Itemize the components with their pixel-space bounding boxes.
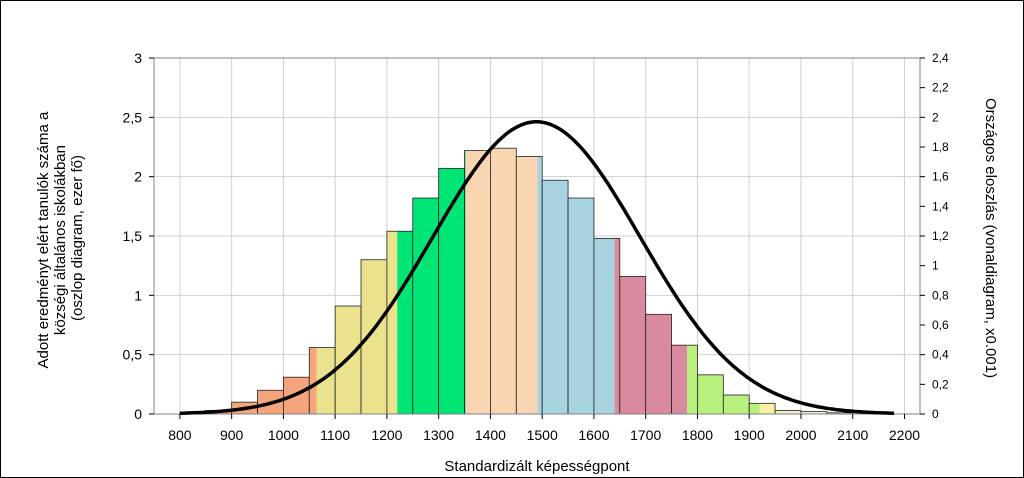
x-tick-label: 1600 — [578, 427, 609, 443]
right-tick-label: 1,8 — [932, 140, 949, 154]
bar — [386, 230, 414, 415]
bar-segment — [397, 231, 413, 414]
right-tick-label: 0,4 — [932, 348, 949, 362]
left-y-axis-title-line-2: községi általános iskolákban — [52, 145, 69, 335]
bar-segment — [516, 156, 538, 414]
right-y-axis: 0 0,2 0,4 0,6 0,8 1 1,2 1,4 1,6 1,8 2 2,2 2,4 — [920, 51, 949, 421]
bar — [697, 374, 724, 415]
bars — [179, 147, 854, 415]
right-tick-label: 2,4 — [932, 51, 949, 65]
left-tick-label: 2 — [134, 169, 142, 185]
bar — [541, 179, 569, 415]
distribution-curve — [179, 120, 895, 416]
bar-segment — [465, 150, 491, 414]
left-y-axis-title: Adott eredményt elért tanulók száma a kö… — [35, 108, 86, 369]
x-tick-label: 900 — [220, 427, 244, 443]
bar — [438, 167, 465, 415]
bar-segment — [749, 403, 760, 414]
bar — [464, 150, 491, 415]
right-tick-label: 0,6 — [932, 318, 949, 332]
bar — [515, 156, 543, 415]
right-tick-label: 2 — [932, 110, 939, 124]
bar — [490, 147, 517, 415]
x-tick-label: 1100 — [320, 427, 350, 443]
bar-segment — [826, 412, 853, 414]
left-y-axis-title-line-3: (oszlop diagram, ezer fő) — [69, 155, 86, 321]
bar-segment — [361, 259, 387, 414]
bar — [593, 237, 621, 415]
bar-segment — [614, 238, 620, 414]
x-tick-label: 1200 — [371, 427, 402, 443]
bar-segment — [800, 411, 827, 414]
right-tick-label: 1,2 — [932, 229, 949, 243]
bar-segment — [671, 345, 688, 414]
bar-segment — [568, 198, 594, 414]
bar-segment — [780, 410, 801, 414]
left-tick-label: 1,5 — [123, 228, 143, 244]
x-tick-label: 1900 — [734, 427, 765, 443]
left-y-axis-title-line-1: Adott eredményt elért tanulók száma a — [35, 111, 52, 368]
bar-segment — [542, 180, 569, 414]
bar — [645, 313, 672, 415]
bar — [360, 259, 388, 415]
bar-segment — [309, 347, 317, 414]
x-tick-label: 1400 — [475, 427, 506, 443]
right-tick-label: 1,6 — [932, 170, 949, 184]
x-tick-label: 2000 — [785, 427, 816, 443]
bar-segment — [490, 148, 517, 415]
bar-segment — [537, 156, 543, 414]
bar — [619, 275, 647, 415]
right-y-axis-title: Országos eloszlás (vonaldiagram, x0.001) — [982, 98, 999, 378]
x-tick-label: 800 — [168, 427, 192, 443]
right-tick-label: 0 — [932, 407, 939, 421]
bar-segment — [759, 403, 776, 414]
x-tick-label: 1000 — [268, 427, 299, 443]
bar — [722, 394, 750, 415]
x-tick-label: 2100 — [837, 427, 868, 443]
x-axis-title: Standardizált képességpont — [444, 458, 630, 475]
right-tick-label: 2,2 — [932, 81, 949, 95]
bar-segment — [438, 168, 465, 414]
bar-segment — [619, 276, 646, 414]
bar-segment — [775, 410, 781, 414]
right-tick-label: 1,4 — [932, 199, 949, 213]
x-tick-label: 1800 — [682, 427, 713, 443]
left-tick-label: 1 — [134, 287, 142, 303]
bar — [671, 344, 698, 415]
bar — [748, 402, 776, 415]
left-tick-label: 0 — [134, 406, 142, 422]
bar-segment — [723, 395, 750, 414]
x-tick-label: 1300 — [423, 427, 454, 443]
bar-segment — [687, 345, 698, 414]
bar-segment — [697, 374, 724, 414]
x-axis: 800 900 1000 1100 1200 1300 1400 1500 1600 1700 18… — [168, 414, 920, 443]
bar-segment — [386, 231, 398, 414]
left-tick-label: 2,5 — [123, 109, 143, 125]
x-tick-label: 1700 — [630, 427, 661, 443]
right-tick-label: 0,2 — [932, 377, 949, 391]
left-tick-label: 0,5 — [123, 347, 143, 363]
x-tick-label: 1500 — [527, 427, 558, 443]
bar-segment — [464, 150, 466, 414]
left-y-axis: 0 0,5 1 1,5 2 2,5 3 — [123, 50, 154, 422]
right-tick-label: 0,8 — [932, 288, 949, 302]
left-tick-label: 3 — [134, 50, 142, 66]
bar — [774, 410, 802, 415]
right-tick-label: 1 — [932, 259, 939, 273]
bar-segment — [645, 314, 672, 414]
bar-segment — [593, 238, 615, 414]
bar — [567, 197, 595, 415]
x-tick-label: 2200 — [889, 427, 920, 443]
bar-segment — [316, 347, 336, 414]
